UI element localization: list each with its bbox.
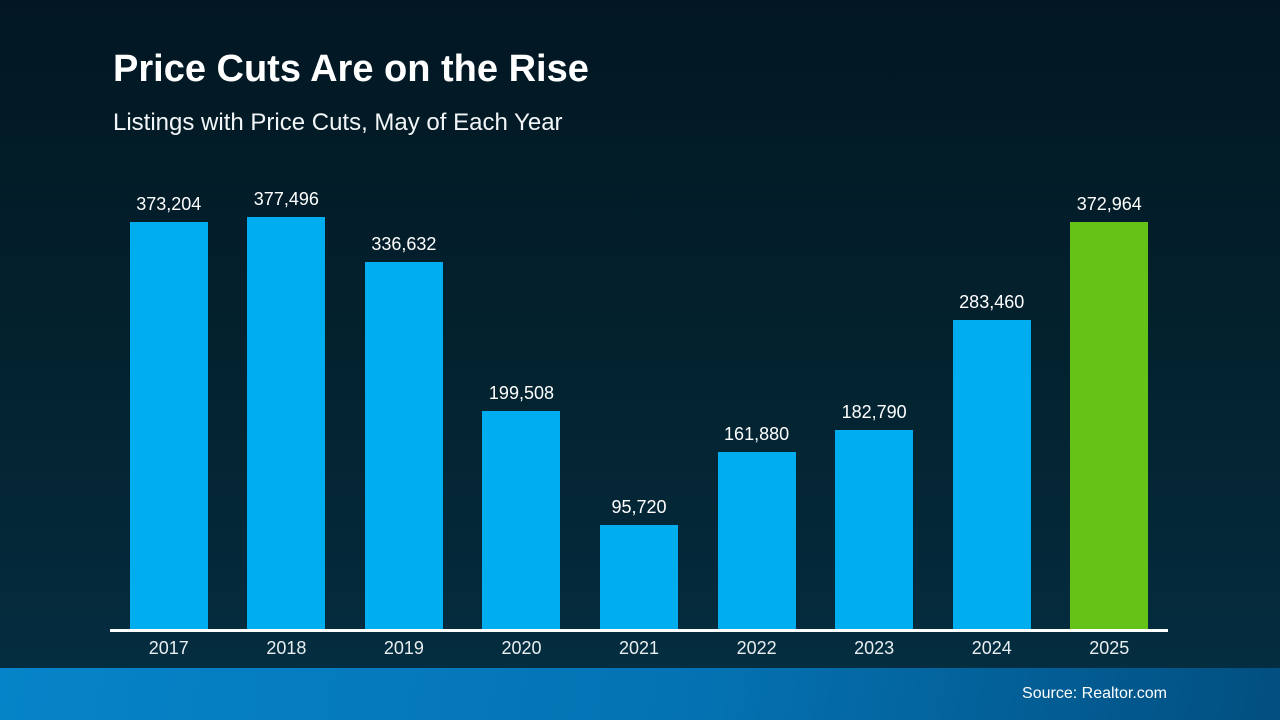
bar-value-label-2019: 336,632 <box>371 233 437 254</box>
bar-column-2024: 283,460 <box>933 171 1051 629</box>
bar-column-2022: 161,880 <box>698 171 816 629</box>
bar-2018 <box>247 217 326 629</box>
bar-column-2020: 199,508 <box>463 171 581 629</box>
bar-2024 <box>952 319 1031 629</box>
page-subtitle: Listings with Price Cuts, May of Each Ye… <box>113 109 563 136</box>
x-tick-label-2020: 2020 <box>501 638 542 658</box>
bar-2022 <box>717 452 796 629</box>
bar-value-label-2024: 283,460 <box>959 291 1025 312</box>
bar-column-2021: 95,720 <box>580 171 698 629</box>
x-axis-line <box>110 629 1168 632</box>
bar-value-label-2021: 95,720 <box>611 496 667 517</box>
bar-value-label-2017: 373,204 <box>136 194 202 215</box>
x-tick-label-2024: 2024 <box>971 638 1012 658</box>
bar-value-label-2023: 182,790 <box>841 401 907 422</box>
bar-2019 <box>364 261 443 629</box>
bar-column-2025: 372,964 <box>1051 171 1169 629</box>
page-title: Price Cuts Are on the Rise <box>113 48 589 90</box>
bar-2020 <box>482 411 561 629</box>
chart-header: Price Cuts Are on the Rise Listings with… <box>113 48 589 137</box>
x-tick-label-2017: 2017 <box>148 638 189 658</box>
x-tick-label-2019: 2019 <box>383 638 424 658</box>
source-footer: Source: Realtor.com <box>0 668 1280 720</box>
source-text: Source: Realtor.com <box>1022 685 1167 702</box>
bar-value-label-2022: 161,880 <box>724 424 790 445</box>
bar-2025 <box>1070 222 1149 629</box>
bar-column-2018: 377,496 <box>228 171 346 629</box>
bar-value-label-2018: 377,496 <box>253 189 319 210</box>
bar-value-label-2020: 199,508 <box>488 383 554 404</box>
bar-column-2019: 336,632 <box>345 171 463 629</box>
bar-value-label-2025: 372,964 <box>1076 194 1142 215</box>
bar-column-2023: 182,790 <box>815 171 933 629</box>
x-tick-label-2018: 2018 <box>266 638 307 658</box>
plot-area: 373,204 377,496 336,632 199,508 95,720 161,88… <box>110 171 1168 629</box>
bar-chart: 373,204 377,496 336,632 199,508 95,720 161,88… <box>110 171 1168 658</box>
bar-column-2017: 373,204 <box>110 171 228 629</box>
x-axis-labels: 2017 2018 2019 2020 2021 2022 2023 2024 2025 <box>110 638 1168 659</box>
bar-2023 <box>835 429 914 629</box>
bar-2017 <box>129 222 208 629</box>
bar-2021 <box>600 524 679 629</box>
x-tick-label-2022: 2022 <box>736 638 777 658</box>
x-tick-label-2025: 2025 <box>1089 638 1130 658</box>
x-tick-label-2021: 2021 <box>619 638 660 658</box>
x-tick-label-2023: 2023 <box>854 638 895 658</box>
